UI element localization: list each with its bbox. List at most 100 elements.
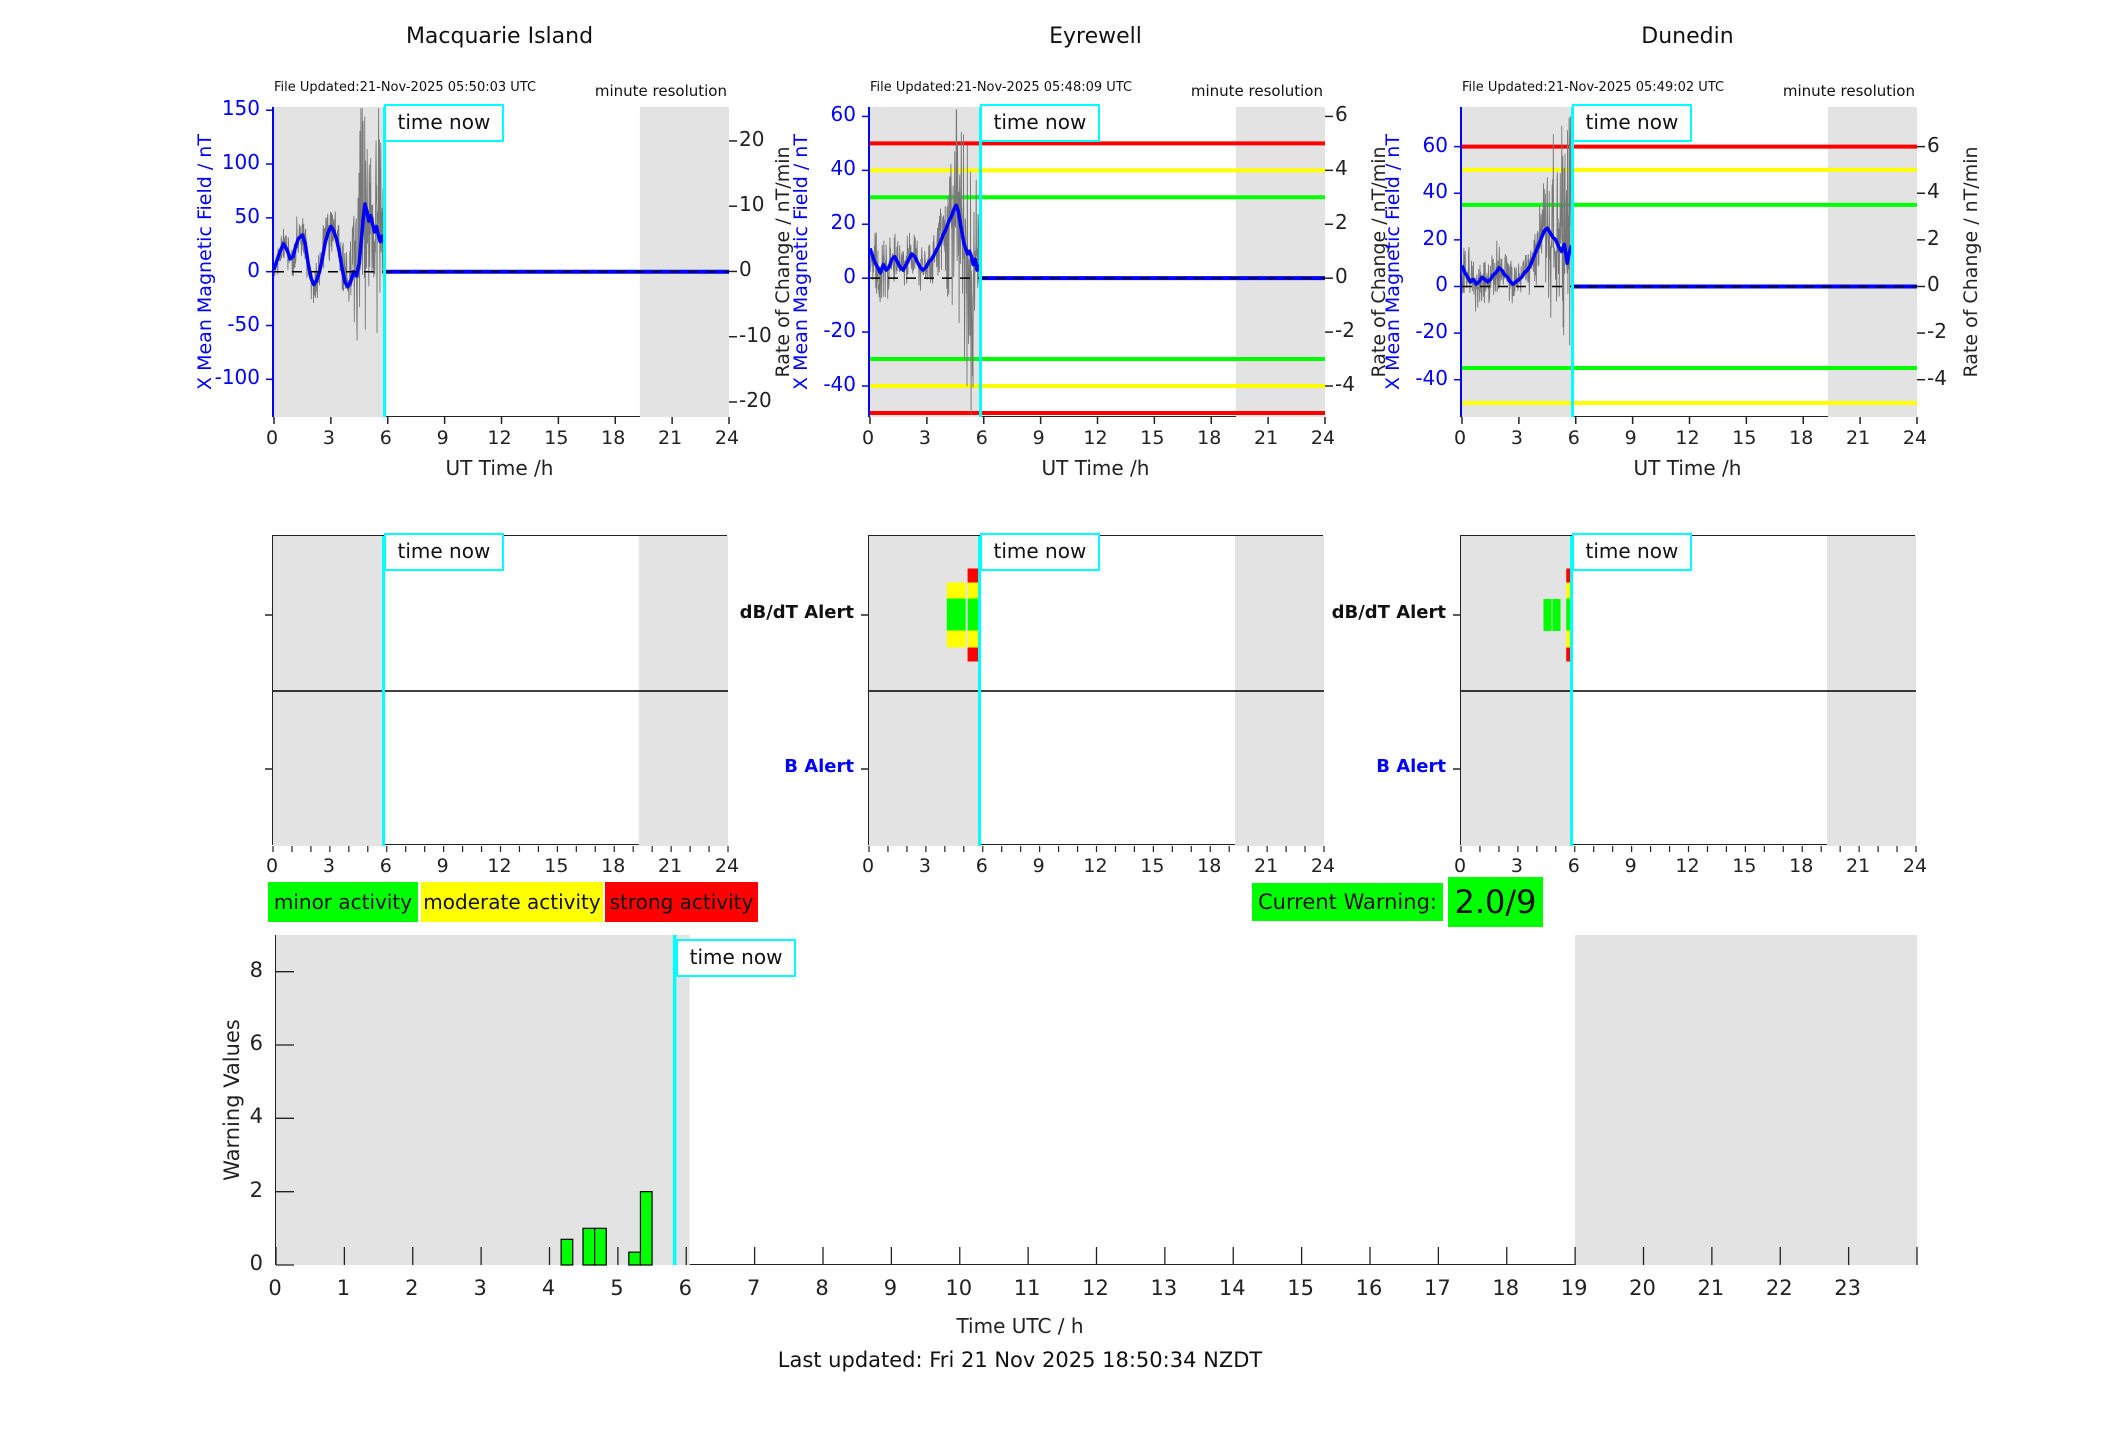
warning-values-plot <box>275 935 1918 1266</box>
x-tick-label: 18 <box>601 855 626 877</box>
file-updated-note: File Updated:21-Nov-2025 05:49:02 UTC <box>1462 80 1725 95</box>
x-tick-label: 21 <box>1254 427 1279 449</box>
time-now-flag: time now <box>1571 104 1693 142</box>
resolution-note: minute resolution <box>594 82 727 100</box>
y-tick-label: 2 <box>249 1177 263 1202</box>
current-warning-label: Current Warning: <box>1252 883 1443 921</box>
x-tick-label: 10 <box>945 1276 973 1300</box>
x-tick-label: 21 <box>1846 855 1871 877</box>
warning-bar <box>639 1191 653 1266</box>
x-tick-label: 0 <box>861 855 875 877</box>
x-tick-label: 24 <box>1310 855 1336 877</box>
right-tick-label: 0 <box>739 257 752 282</box>
x-tick-label: 24 <box>1310 427 1336 449</box>
y-tick-label: 4 <box>249 1104 263 1129</box>
alert-block-minor <box>946 598 966 631</box>
file-updated-note: File Updated:21-Nov-2025 05:50:03 UTC <box>274 80 537 95</box>
x-tick-label: 4 <box>541 1276 556 1300</box>
x-axis-label: UT Time /h <box>445 456 554 480</box>
right-tick-label: 0 <box>1335 264 1348 289</box>
x-tick-label: 14 <box>1218 1276 1246 1300</box>
x-tick-label: 2 <box>405 1276 419 1300</box>
alert-plot <box>265 535 729 852</box>
magnetogram-plot <box>1454 107 1925 424</box>
y-tick-label: 0 <box>249 1251 263 1275</box>
x-axis-label: UT Time /h <box>1041 456 1150 480</box>
night-shading <box>1575 935 1917 1265</box>
x-tick-label: 19 <box>1560 1276 1588 1300</box>
station-title: Macquarie Island <box>405 24 594 49</box>
left-tick-label: 40 <box>1422 179 1448 204</box>
night-shading <box>276 935 690 1265</box>
left-tick-label: 50 <box>234 203 260 228</box>
x-tick-label: 17 <box>1424 1276 1451 1300</box>
left-tick-label: -50 <box>227 311 260 336</box>
warning-bar <box>582 1227 596 1266</box>
time-now-flag: time now <box>675 939 797 977</box>
x-tick-label: 0 <box>1453 427 1467 449</box>
left-tick-label: -20 <box>1415 319 1448 344</box>
x-tick-label: 12 <box>1083 855 1108 877</box>
x-tick-label: 18 <box>1492 1276 1520 1300</box>
alert-block-strong <box>1566 568 1572 583</box>
x-tick-label: 0 <box>265 427 279 449</box>
time-now-flag: time now <box>383 104 505 142</box>
x-axis-label: Time UTC / h <box>956 1314 1084 1338</box>
x-tick-label: 16 <box>1355 1276 1383 1300</box>
right-tick-label: -20 <box>739 387 772 412</box>
x-tick-label: 3 <box>322 427 335 449</box>
x-tick-label: 21 <box>1254 855 1279 877</box>
y-tick-label: 8 <box>249 957 263 982</box>
left-tick-label: 0 <box>843 264 856 289</box>
alert-block-moderate <box>946 582 966 599</box>
right-tick-label: 2 <box>1335 210 1348 235</box>
x-tick-label: 20 <box>1629 1276 1656 1300</box>
x-tick-label: 15 <box>1732 427 1757 449</box>
left-tick-label: 40 <box>830 156 856 181</box>
x-tick-label: 6 <box>379 855 392 877</box>
magnetogram-plot <box>862 107 1333 424</box>
left-tick-label: 0 <box>1435 272 1448 297</box>
alert-block-minor <box>1543 599 1552 631</box>
legend-strong-activity: strong activity <box>605 882 758 922</box>
magnetogram-plot <box>266 107 737 424</box>
x-tick-label: 24 <box>1902 427 1928 449</box>
x-tick-label: 12 <box>487 427 512 449</box>
x-tick-label: 12 <box>1675 427 1700 449</box>
alert-block-minor <box>1566 598 1572 631</box>
warning-bar <box>560 1238 574 1266</box>
right-tick-label: -4 <box>1927 365 1947 390</box>
x-tick-label: 3 <box>1510 855 1523 877</box>
x-tick-label: 12 <box>1675 855 1700 877</box>
left-tick-label: 150 <box>221 96 260 121</box>
x-tick-label: 24 <box>1902 855 1928 877</box>
right-tick-label: 6 <box>1335 102 1348 127</box>
right-tick-label: -10 <box>739 322 772 347</box>
alert-block-strong <box>967 568 979 583</box>
night-shading <box>1827 107 1917 417</box>
x-tick-label: 6 <box>975 427 988 449</box>
x-tick-label: 3 <box>918 427 931 449</box>
x-tick-label: 9 <box>436 427 449 449</box>
alert-block-strong <box>967 647 979 662</box>
rate-of-change-trace <box>869 109 981 415</box>
mean-field-trace <box>1460 226 1574 286</box>
x-tick-label: 15 <box>1140 855 1165 877</box>
left-tick-label: 20 <box>830 210 856 235</box>
x-tick-label: 21 <box>1846 427 1871 449</box>
x-tick-label: 0 <box>861 427 875 449</box>
mean-field-trace <box>868 203 983 275</box>
left-tick-label: -40 <box>823 372 856 396</box>
night-shading <box>1235 107 1325 417</box>
x-tick-label: 24 <box>714 855 740 877</box>
x-tick-label: 9 <box>1032 427 1045 449</box>
night-shading <box>274 107 385 417</box>
x-tick-label: 15 <box>544 427 569 449</box>
alert-block-minor <box>1552 599 1561 631</box>
x-tick-label: 3 <box>918 855 931 877</box>
rate-of-change-trace <box>273 108 385 341</box>
x-tick-label: 18 <box>1197 855 1222 877</box>
time-now-flag: time now <box>1571 533 1693 571</box>
alert-block-moderate <box>1566 630 1572 648</box>
x-tick-label: 15 <box>544 855 569 877</box>
